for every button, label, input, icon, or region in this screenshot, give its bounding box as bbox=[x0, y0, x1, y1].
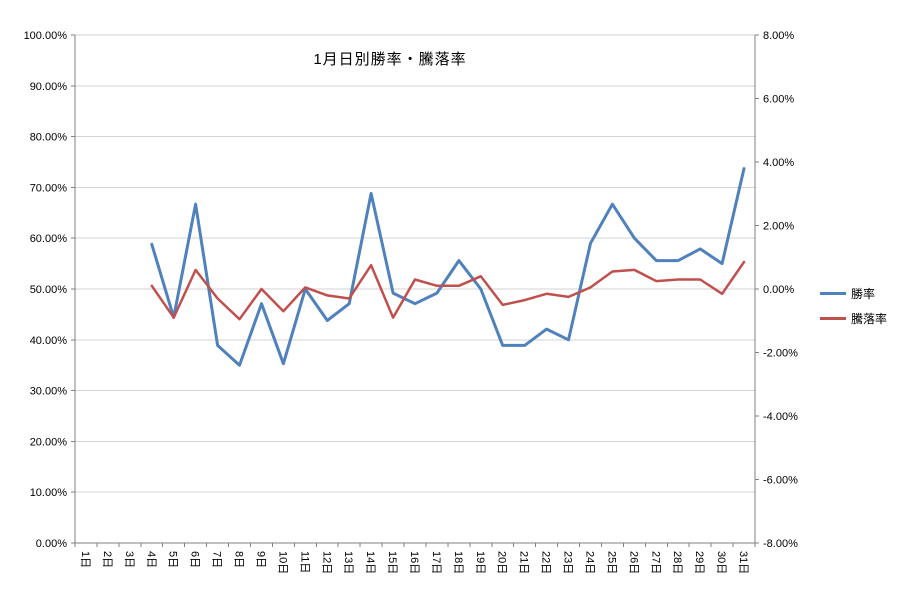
right-axis-tick-label: -6.00% bbox=[763, 475, 798, 487]
right-axis-tick-label: 4.00% bbox=[763, 157, 794, 169]
legend-item-change-rate: 騰落率 bbox=[820, 310, 887, 327]
left-axis-tick-label: 70.00% bbox=[30, 182, 68, 194]
series-line-change-rate bbox=[150, 260, 746, 321]
x-axis-tick-label: 5日 bbox=[167, 551, 179, 568]
right-axis-tick-label: 0.00% bbox=[763, 284, 794, 296]
x-axis-tick-label: 26日 bbox=[627, 551, 639, 574]
x-axis-tick-label: 29日 bbox=[693, 551, 705, 574]
x-axis-tick-label: 27日 bbox=[649, 551, 661, 574]
x-axis-tick-label: 3日 bbox=[123, 551, 135, 568]
x-axis-tick-label: 12日 bbox=[320, 551, 332, 574]
x-axis-tick-label: 6日 bbox=[189, 551, 201, 568]
right-axis-tick-label: -2.00% bbox=[763, 348, 798, 360]
x-axis-tick-label: 16日 bbox=[408, 551, 420, 574]
right-axis-tick-label: 6.00% bbox=[763, 94, 794, 106]
legend-label-win-rate: 勝率 bbox=[851, 287, 876, 301]
left-axis-tick-label: 20.00% bbox=[30, 436, 68, 448]
x-axis-tick-label: 20日 bbox=[496, 551, 508, 574]
left-axis-tick-label: 100.00% bbox=[24, 30, 68, 42]
x-axis-tick-label: 24日 bbox=[583, 551, 595, 574]
x-axis-tick-label: 11日 bbox=[298, 551, 310, 573]
legend: 勝率 騰落率 bbox=[820, 285, 887, 327]
series-line-win-rate bbox=[150, 167, 746, 367]
legend-label-change-rate: 騰落率 bbox=[851, 312, 888, 326]
x-axis-tick-label: 10日 bbox=[276, 551, 288, 574]
x-axis-tick-label: 31日 bbox=[737, 551, 749, 574]
x-axis-tick-label: 21日 bbox=[518, 551, 530, 574]
x-axis-tick-label: 18日 bbox=[452, 551, 464, 574]
left-axis-tick-label: 30.00% bbox=[30, 386, 68, 398]
x-axis-tick-label: 28日 bbox=[671, 551, 683, 574]
x-axis-tick-label: 17日 bbox=[430, 551, 442, 574]
win-rate-line-icon bbox=[820, 292, 846, 295]
x-axis-tick-label: 22日 bbox=[540, 551, 552, 574]
right-axis-tick-label: -8.00% bbox=[763, 538, 798, 550]
x-axis-tick-label: 14日 bbox=[364, 551, 376, 574]
x-axis-tick-label: 7日 bbox=[211, 551, 223, 568]
x-axis-tick-label: 25日 bbox=[605, 551, 617, 574]
left-axis-tick-label: 90.00% bbox=[30, 81, 68, 93]
x-axis-tick-label: 19日 bbox=[474, 551, 486, 574]
left-axis-tick-label: 80.00% bbox=[30, 132, 68, 144]
x-axis-tick-label: 30日 bbox=[715, 551, 727, 574]
chart-title: 1月日別勝率・騰落率 bbox=[313, 51, 467, 68]
right-axis-tick-label: 2.00% bbox=[763, 221, 794, 233]
x-axis-tick-label: 8日 bbox=[233, 551, 245, 568]
x-axis-tick-label: 23日 bbox=[562, 551, 574, 574]
left-axis-tick-label: 40.00% bbox=[30, 335, 68, 347]
x-axis-tick-label: 9日 bbox=[254, 551, 266, 568]
x-axis-tick-label: 2日 bbox=[101, 551, 113, 568]
right-axis-tick-label: -4.00% bbox=[763, 411, 798, 423]
x-axis-tick-label: 4日 bbox=[145, 551, 157, 568]
left-axis-tick-label: 0.00% bbox=[36, 538, 67, 550]
x-axis-tick-label: 15日 bbox=[386, 551, 398, 574]
right-axis-tick-label: 8.00% bbox=[763, 30, 794, 42]
left-axis-tick-label: 50.00% bbox=[30, 284, 68, 296]
left-axis-tick-label: 10.00% bbox=[30, 487, 68, 499]
left-axis-tick-label: 60.00% bbox=[30, 233, 68, 245]
x-axis-tick-label: 1日 bbox=[79, 551, 91, 568]
x-axis-tick-label: 13日 bbox=[342, 551, 354, 574]
change-rate-line-icon bbox=[820, 317, 846, 320]
legend-item-win-rate: 勝率 bbox=[820, 285, 887, 302]
